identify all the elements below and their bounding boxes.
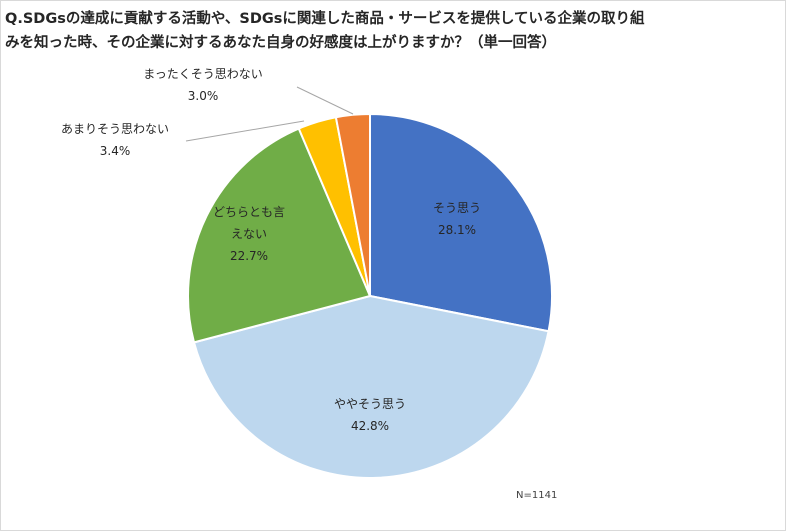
slice-label-5: まったくそう思わない 3.0% <box>143 67 263 103</box>
slice-label-1: そう思う 28.1% <box>433 201 481 237</box>
chart-title-line-1: Q.SDGsの達成に貢献する活動や、SDGsに関連した商品・サービスを提供してい… <box>5 11 645 27</box>
pie-slice-3 <box>187 127 372 344</box>
slice-category-label: あまりそう思わない <box>61 122 169 136</box>
slice-value-label: 42.8% <box>351 419 389 433</box>
slice-category-label: まったくそう思わない <box>143 67 263 81</box>
chart-title-line-2: みを知った時、その企業に対するあなた自身の好感度は上がりますか？（単一回答） <box>5 35 556 51</box>
slice-label-4: あまりそう思わない 3.4% <box>61 122 169 158</box>
pie-slice-5 <box>334 112 371 297</box>
leader-line-5 <box>296 86 354 115</box>
pie-slice-1 <box>369 112 553 333</box>
chart-title: Q.SDGsの達成に貢献する活動や、SDGsに関連した商品・サービスを提供してい… <box>5 7 765 55</box>
pie-slice-2 <box>192 294 550 479</box>
leader-line-4 <box>185 120 305 142</box>
sample-size-note: N=1141 <box>516 490 558 501</box>
slice-value-label: 3.4% <box>100 144 131 158</box>
slice-category-label: ややそう思う <box>334 397 406 411</box>
slice-value-label: 3.0% <box>188 89 219 103</box>
slice-category-label: そう思う <box>433 201 481 215</box>
slice-category-label: どちらとも言 <box>213 205 285 219</box>
slice-label-2: ややそう思う 42.8% <box>334 397 406 433</box>
slice-value-label: 22.7% <box>230 249 268 263</box>
slice-value-label: 28.1% <box>438 223 476 237</box>
slice-category-label: えない <box>231 227 267 241</box>
